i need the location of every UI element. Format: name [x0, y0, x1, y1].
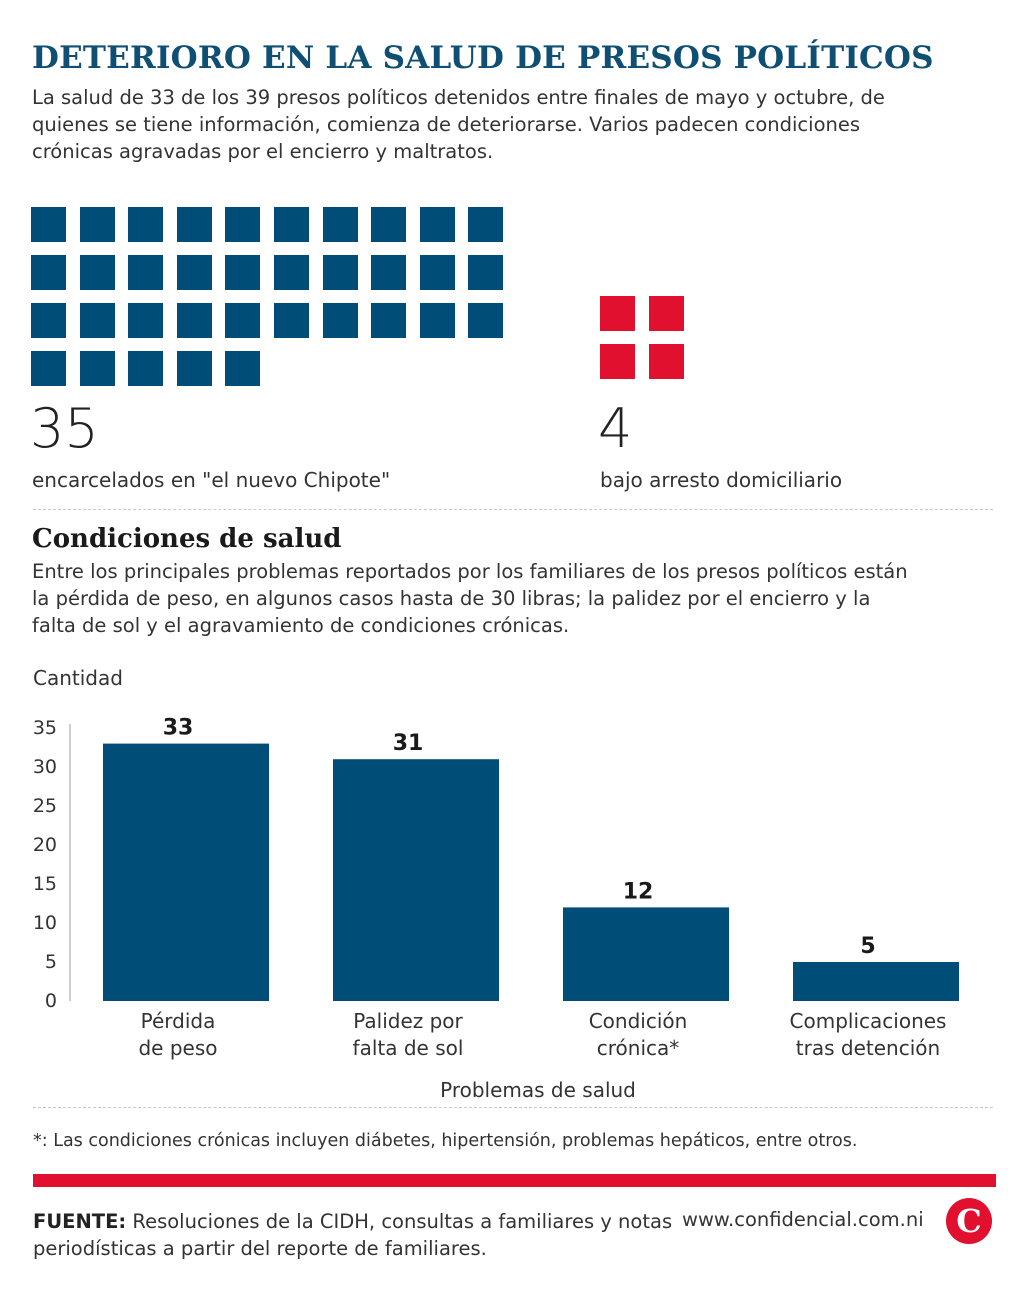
house-arrest-count: 4 — [598, 397, 633, 460]
waffle-square-jailed — [274, 255, 309, 290]
section-description: Entre los principales problemas reportad… — [32, 560, 908, 637]
bar-value-label: 5 — [860, 934, 875, 959]
waffle-square-house-arrest — [600, 296, 635, 331]
y-tick-label: 20 — [33, 834, 57, 856]
jailed-count: 35 — [30, 397, 99, 460]
bar-value-label: 12 — [623, 879, 654, 904]
confidencial-logo: C — [946, 1198, 992, 1244]
y-tick-label: 15 — [33, 873, 57, 895]
waffle-square-jailed — [31, 255, 66, 290]
waffle-square-jailed — [225, 351, 261, 386]
y-axis-ticks: 0 5 10 15 20 25 30 35 — [33, 717, 57, 1012]
waffle-square-jailed — [79, 351, 115, 386]
red-rule — [33, 1174, 996, 1187]
waffle-square-jailed — [419, 207, 455, 242]
waffle-square-jailed — [274, 303, 309, 338]
waffle-square-jailed — [468, 207, 504, 242]
waffle-square-jailed — [225, 255, 261, 290]
y-tick-label: 25 — [33, 795, 57, 817]
waffle-square-jailed — [176, 255, 212, 290]
y-tick-label: 10 — [33, 912, 57, 934]
website-url[interactable]: www.confidencial.com.ni — [682, 1208, 924, 1231]
waffle-square-jailed — [225, 303, 261, 338]
y-tick-label: 5 — [45, 951, 57, 973]
waffle-square-jailed — [128, 303, 164, 338]
waffle-house-arrest — [600, 296, 690, 386]
bars — [103, 743, 959, 1001]
waffle-square-jailed — [128, 207, 164, 242]
waffle-square-jailed — [371, 303, 407, 338]
waffle-square-jailed — [274, 207, 309, 242]
x-axis-tick-labels: Pérdida de peso Palidez por falta de sol Con… — [138, 1009, 946, 1060]
source-text: Resoluciones de la CIDH, consultas a fam… — [33, 1210, 673, 1260]
x-axis-label: Problemas de salud — [440, 1078, 636, 1100]
y-tick-label: 35 — [33, 717, 57, 739]
waffle-square-jailed — [468, 255, 504, 290]
house-arrest-label: bajo arresto domiciliario — [600, 468, 843, 492]
intro-text: La salud de 33 de los 39 presos político… — [32, 86, 885, 163]
page-title: DETERIORO EN LA SALUD DE PRESOS POLÍTICO… — [32, 40, 934, 76]
waffle-square-jailed — [322, 303, 358, 338]
x-tick-label: crónica* — [597, 1036, 680, 1060]
x-tick-label: de peso — [138, 1036, 217, 1060]
waffle-square-jailed — [31, 207, 66, 242]
waffle-square-jailed — [79, 255, 115, 290]
waffle-square-house-arrest — [600, 344, 635, 379]
x-tick-label: Pérdida — [141, 1009, 216, 1033]
divider-top — [33, 509, 993, 510]
x-tick-label: Palidez por — [353, 1009, 463, 1033]
waffle-jailed — [31, 207, 511, 387]
bar — [563, 907, 729, 1001]
waffle-square-jailed — [322, 207, 358, 242]
bar — [333, 759, 499, 1001]
jailed-label: encarcelados en "el nuevo Chipote" — [32, 468, 391, 492]
footnote: *: Las condiciones crónicas incluyen diá… — [33, 1131, 858, 1151]
waffle-square-jailed — [176, 207, 212, 242]
waffle-square-jailed — [128, 255, 164, 290]
bar — [793, 962, 959, 1001]
logo-letter: C — [956, 1202, 982, 1240]
waffle-square-jailed — [371, 255, 407, 290]
y-tick-label: 0 — [45, 990, 57, 1012]
waffle-square-jailed — [31, 351, 66, 386]
x-tick-label: Complicaciones — [790, 1009, 947, 1033]
y-tick-label: 30 — [33, 756, 57, 778]
section-title: Condiciones de salud — [32, 524, 342, 554]
source-label: FUENTE: — [33, 1210, 127, 1233]
bar — [103, 743, 269, 1001]
waffle-square-jailed — [176, 303, 212, 338]
y-axis-label: Cantidad — [33, 666, 123, 690]
x-tick-label: tras detención — [796, 1036, 940, 1060]
waffle-square-jailed — [79, 207, 115, 242]
waffle-square-jailed — [322, 255, 358, 290]
waffle-square-jailed — [176, 351, 212, 386]
waffle-square-jailed — [79, 303, 115, 338]
waffle-square-house-arrest — [649, 344, 684, 379]
bar-chart: Cantidad 0 5 10 15 20 25 30 35 33 31 12 5 Pérdida d… — [33, 666, 959, 1100]
waffle-square-jailed — [371, 207, 407, 242]
source-note: FUENTE: Resoluciones de la CIDH, consult… — [33, 1208, 673, 1262]
bar-value-label: 31 — [393, 731, 424, 756]
waffle-square-jailed — [31, 303, 66, 338]
waffle-square-jailed — [419, 303, 455, 338]
divider-bottom — [33, 1107, 993, 1108]
x-tick-label: Condición — [589, 1009, 688, 1033]
waffle-square-jailed — [468, 303, 504, 338]
bar-value-label: 33 — [163, 716, 194, 741]
bar-value-labels: 33 31 12 5 — [163, 716, 876, 959]
waffle-square-jailed — [225, 207, 261, 242]
waffle-square-jailed — [419, 255, 455, 290]
waffle-square-house-arrest — [649, 296, 684, 331]
waffle-square-jailed — [128, 351, 164, 386]
x-tick-label: falta de sol — [353, 1036, 464, 1060]
